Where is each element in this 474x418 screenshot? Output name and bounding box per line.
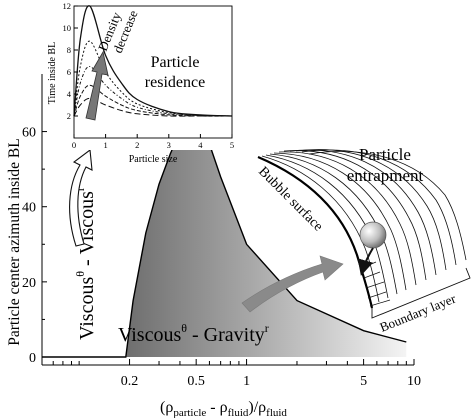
main-x-tick-label: 5 [360,374,367,389]
inset-y-tick-label: 6 [67,67,71,77]
grey-arrow [241,255,344,313]
main-y-tick-label: 20 [22,276,36,291]
main-x-tick-label: 10 [407,374,421,389]
particle-sphere [359,221,387,249]
regime-area [125,105,407,357]
streamlines [261,149,467,303]
inset-y-tick-label: 12 [63,1,72,11]
radial-line [365,281,385,289]
inset-background [60,0,248,150]
main-y-tick-label: 40 [22,201,36,216]
inset-title-line2: residence [145,74,205,91]
inset-y-tick-label: 10 [63,23,72,33]
main-y-tick-label: 60 [22,126,36,141]
inset-x-tick-label: 2 [135,140,139,150]
main-x-tick-label: 1 [243,374,250,389]
streamline [269,153,398,295]
main-x-tick-label: 0.5 [187,374,205,389]
inset-lines [73,5,233,117]
main-x-tick-label: 0.2 [121,374,139,389]
inset-x-tick-label: 1 [103,140,107,150]
inset-y-tick-label: 4 [67,89,72,99]
main-x-axis-title: (ρparticle - ρfluid)/ρfluid [160,399,287,418]
trajectory-arrow [357,247,374,276]
inset-x-tick-label: 4 [198,140,203,150]
inset-x-tick-label: 3 [167,140,171,150]
inset-title-line1: Particle [151,54,200,71]
main-y-tick-label: 0 [29,351,36,366]
inset-x-axis-title: Particle size [129,154,178,165]
inset-y-tick-label: 2 [67,111,71,121]
inset-series-line [73,97,232,117]
inset-x-tick-label: 5 [230,140,234,150]
regime-label-viscous-gravity: Viscousθ - Gravityr [118,321,269,346]
boundary-layer-label: Boundary layer [378,290,459,334]
main-y-axis-title: Particle center azimuth inside BL [6,138,23,345]
inset-series-line [73,66,233,117]
streamline [301,149,457,266]
streamline [278,151,417,286]
inset-series-line [73,5,233,117]
density-arrow [85,50,109,121]
inset-y-tick-label: 8 [67,45,71,55]
streamline [273,152,407,291]
radial-line [363,271,381,279]
boundary-layer-bracket [371,267,471,319]
inset-x-tick-label: 0 [72,140,76,150]
inset-series-line [73,40,233,117]
radial-line [367,291,387,299]
inset-y-axis-title: Time inside BL [47,42,58,104]
streamline [308,151,467,261]
streamline [295,149,447,271]
streamline [261,155,380,303]
radial-line [369,299,391,307]
streamline [283,150,427,281]
